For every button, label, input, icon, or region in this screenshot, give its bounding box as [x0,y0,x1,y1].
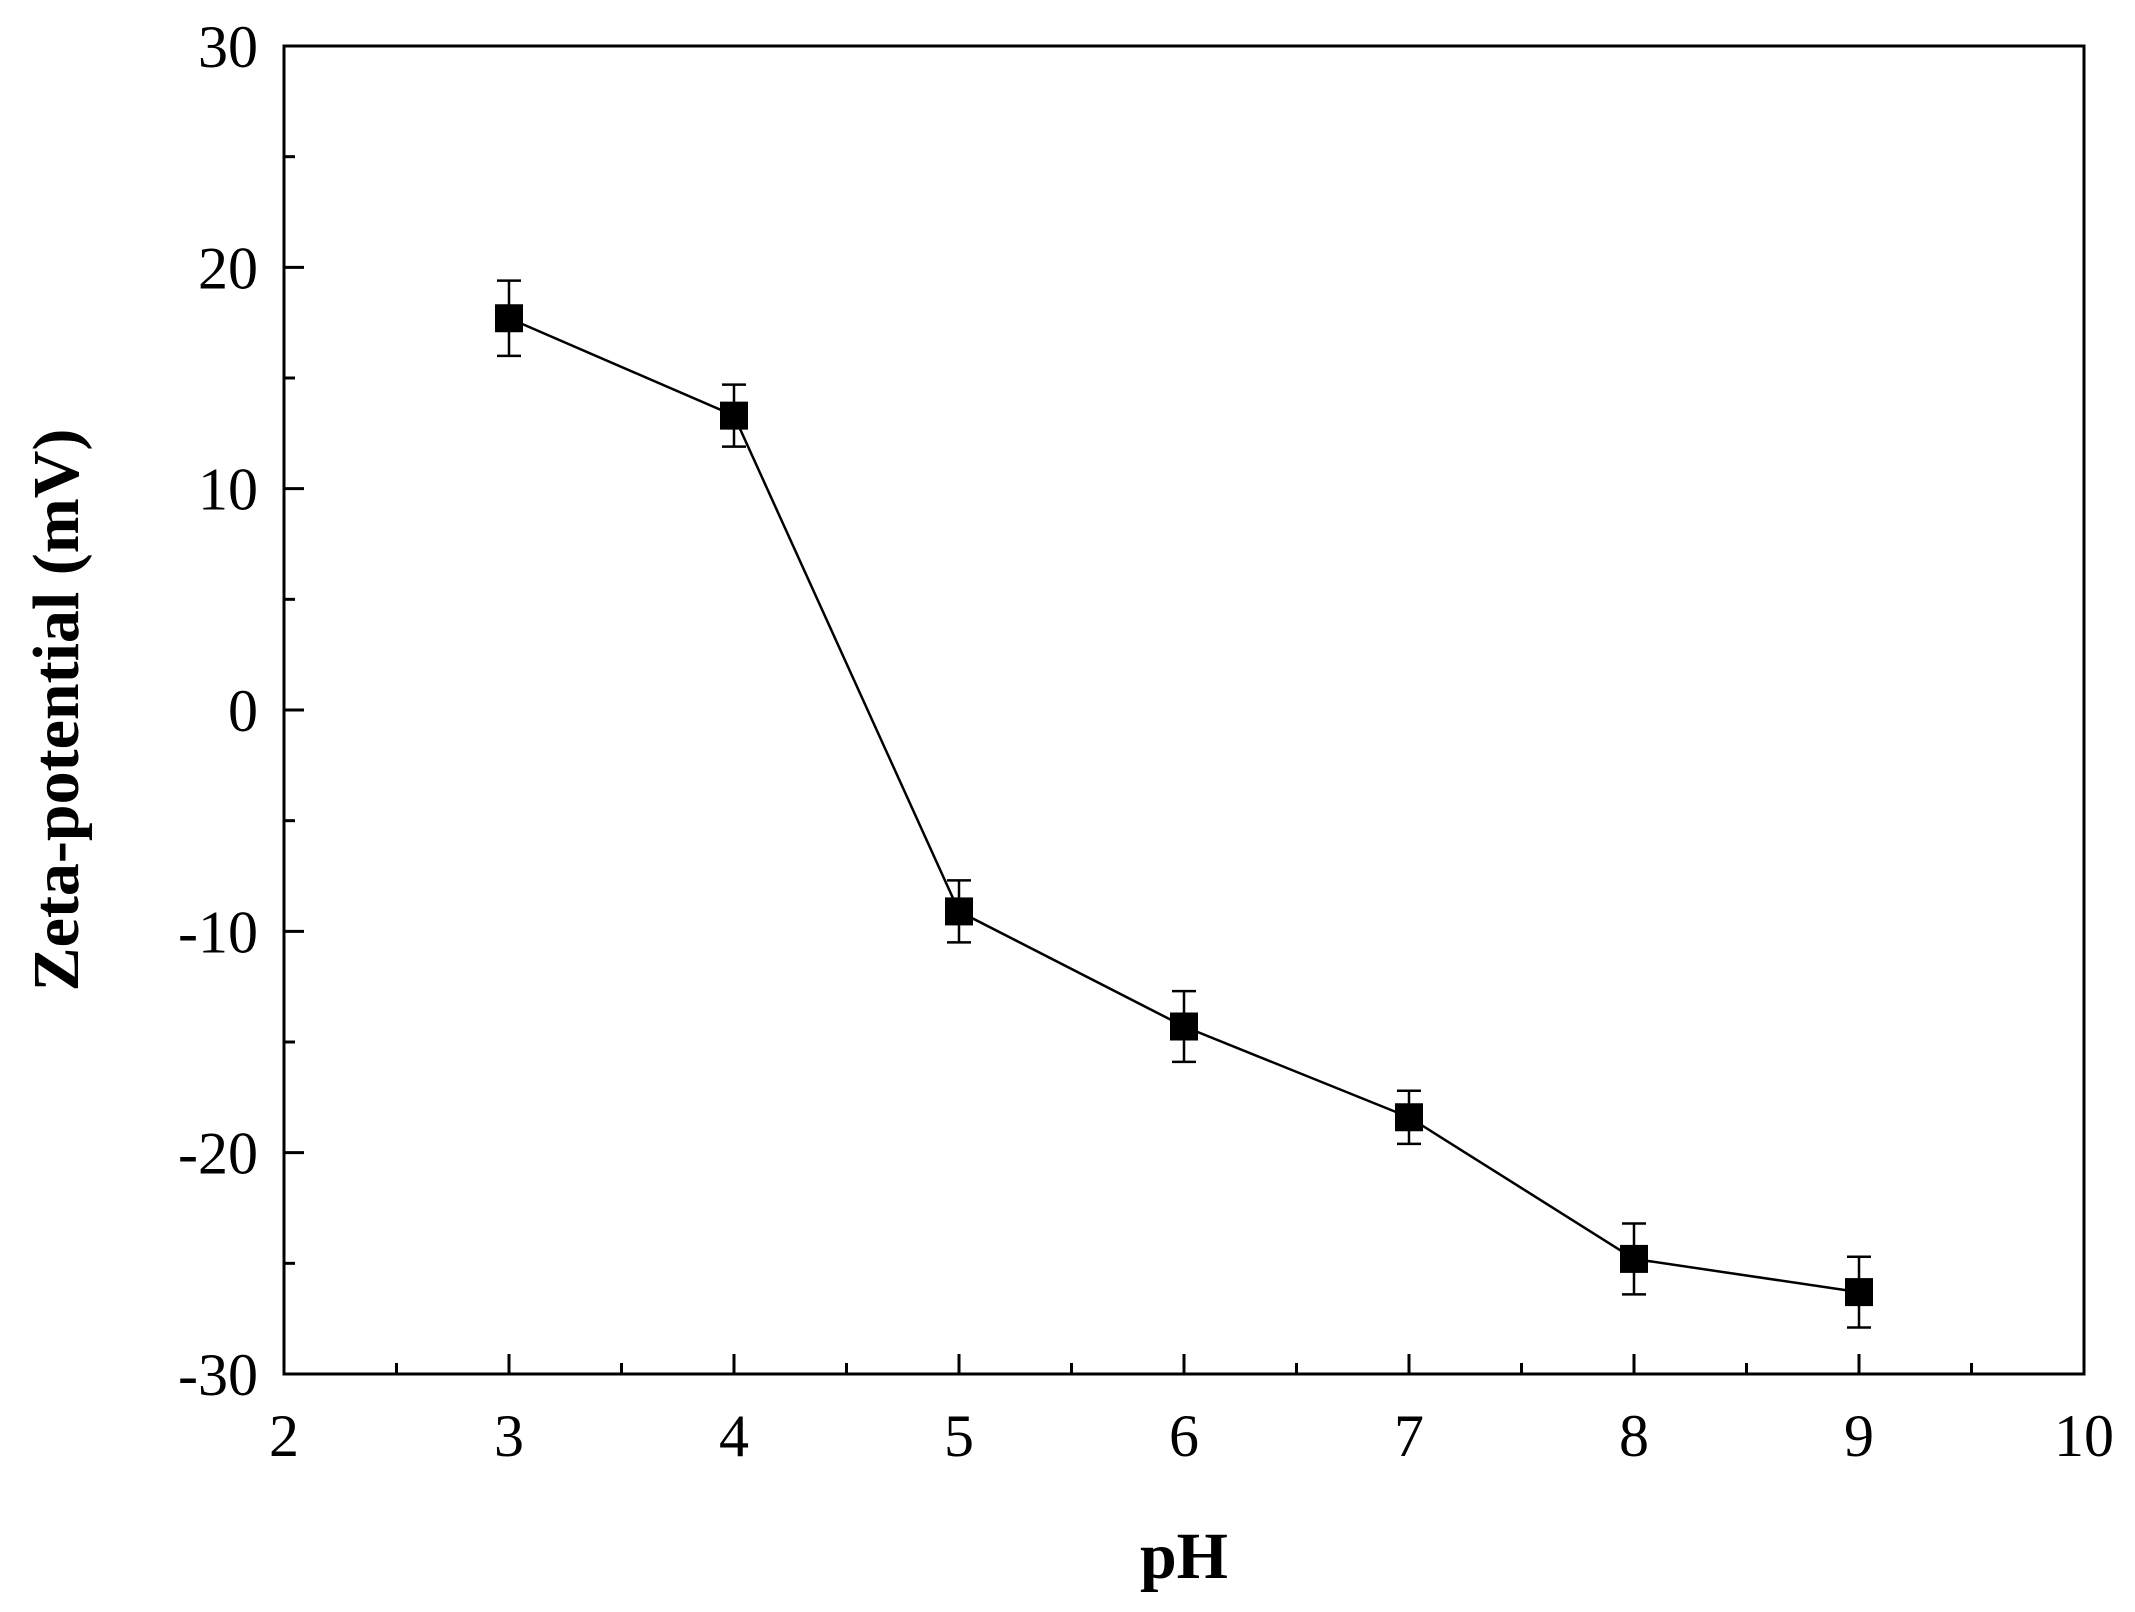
series-line [508,317,1860,1294]
y-tick-label: -30 [178,1342,258,1408]
data-markers-group [495,304,1873,1307]
x-axis-tick-labels: 2 3 4 5 6 7 8 9 10 [269,1403,2114,1469]
y-axis-tick-labels: -30 -20 -10 0 10 20 30 [178,14,258,1408]
y-tick-label: 10 [198,457,258,523]
x-tick-label: 2 [269,1403,299,1469]
x-tick-label: 3 [494,1403,524,1469]
x-tick-label: 8 [1619,1403,1649,1469]
data-point-marker [1845,1278,1873,1307]
x-tick-label: 5 [944,1403,974,1469]
series-line-group [508,317,1860,1294]
x-tick-label: 4 [719,1403,749,1469]
y-tick-label: 0 [228,678,258,744]
data-point-marker [720,401,748,430]
x-axis-title: pH [1140,1520,1228,1593]
y-axis-ticks [284,44,304,1376]
x-axis-ticks [282,1354,2086,1374]
data-point-marker [495,304,523,333]
x-tick-label: 7 [1394,1403,1424,1469]
data-point-marker [1395,1103,1423,1132]
x-tick-label: 6 [1169,1403,1199,1469]
error-bars-group [497,279,1871,1329]
data-point-marker [945,897,973,926]
y-axis-title: Zeta-potential (mV) [20,429,93,992]
y-tick-label: 30 [198,14,258,80]
plot-frame [282,44,2086,1376]
x-tick-label: 9 [1844,1403,1874,1469]
y-tick-label: 20 [198,235,258,301]
y-tick-label: -10 [178,899,258,965]
y-tick-label: -20 [178,1121,258,1187]
x-tick-label: 10 [2054,1403,2114,1469]
data-point-marker [1620,1244,1648,1273]
data-point-marker [1170,1012,1198,1041]
